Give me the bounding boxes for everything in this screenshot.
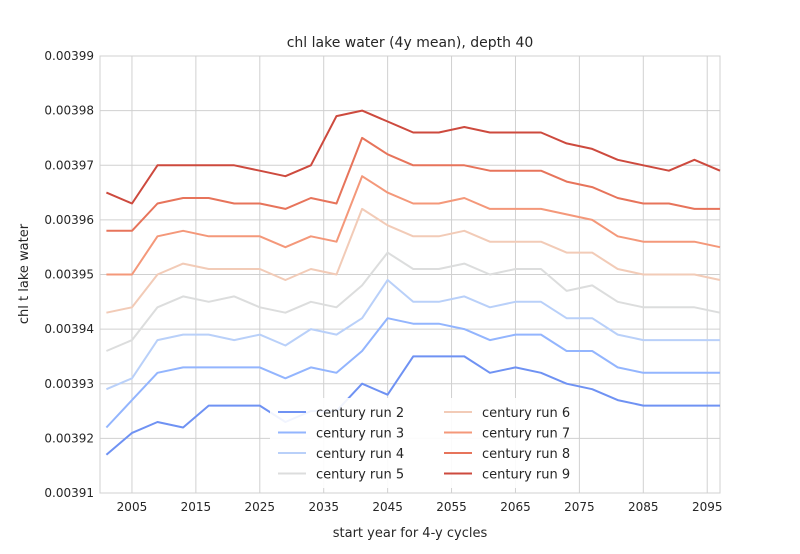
legend-label: century run 2 [316,406,404,421]
x-tick-label: 2065 [500,500,531,514]
x-tick-label: 2045 [372,500,403,514]
tick-labels: 2005 2015 2025 2035 2045 2055 2065 2075 2085 2095… [44,49,722,514]
y-tick-label: 0.00399 [44,49,94,63]
series-line-4 [106,279,720,391]
series-line-3 [105,317,720,429]
y-tick-label: 0.00393 [44,377,94,391]
y-tick-label: 0.00395 [44,268,94,282]
series-line-2 [105,355,720,456]
legend-label: century run 5 [316,468,404,483]
legend-box [270,398,560,488]
x-tick-label: 2055 [436,500,467,514]
y-tick-label: 0.00394 [44,322,94,336]
series-line-6 [106,207,721,314]
legend-label: century run 9 [482,468,570,483]
series-line-7 [106,175,721,276]
legend: century run 2 century run 3 century run 4 c… [270,398,570,488]
x-tick-label: 2085 [628,500,659,514]
y-tick-label: 0.00391 [44,486,94,500]
legend-label: century run 3 [316,427,404,442]
legend-label: century run 7 [482,427,570,442]
series-lines [105,109,721,456]
y-tick-label: 0.00397 [44,158,94,172]
series-line-9 [106,109,721,205]
x-tick-label: 2095 [692,500,723,514]
x-tick-label: 2015 [181,500,212,514]
x-tick-label: 2035 [308,500,339,514]
x-tick-label: 2005 [117,500,148,514]
plot-frame [99,55,721,494]
series-line-8 [106,136,720,232]
y-tick-label: 0.00396 [44,213,94,227]
y-tick-label: 0.00392 [44,431,94,445]
chart-title: chl lake water (4y mean), depth 40 [287,35,534,51]
legend-label: century run 4 [316,447,404,462]
y-tick-label: 0.00398 [44,104,94,118]
x-tick-label: 2025 [245,500,276,514]
y-axis-label: chl t lake water [17,223,32,324]
legend-label: century run 6 [482,406,570,421]
series-line-5 [106,251,721,352]
x-axis-label: start year for 4-y cycles [333,526,488,541]
x-tick-label: 2075 [564,500,595,514]
legend-label: century run 8 [482,447,570,462]
